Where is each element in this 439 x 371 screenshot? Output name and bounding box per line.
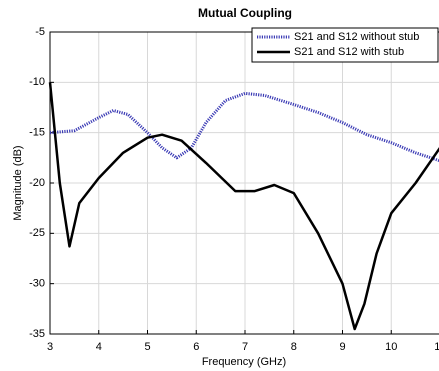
x-axis-label: Frequency (GHz) (202, 356, 286, 368)
legend-label: S21 and S12 without stub (294, 31, 419, 43)
x-tick-label: 6 (193, 341, 199, 353)
y-tick-label: -30 (29, 278, 45, 290)
y-tick-label: -15 (29, 127, 45, 139)
y-tick-label: -20 (29, 177, 45, 189)
y-tick-label: -35 (29, 328, 45, 340)
chart-title: Mutual Coupling (198, 6, 292, 20)
y-tick-label: -10 (29, 76, 45, 88)
x-tick-label: 7 (242, 341, 248, 353)
x-tick-label: 11 (434, 341, 439, 353)
x-tick-label: 4 (96, 341, 102, 353)
x-tick-label: 10 (385, 341, 397, 353)
series-line (48, 82, 439, 331)
y-tick-label: -25 (29, 227, 45, 239)
x-tick-label: 5 (144, 341, 150, 353)
x-tick-label: 8 (291, 341, 297, 353)
plot-frame (49, 31, 439, 335)
x-tick-label: 3 (47, 341, 53, 353)
legend-label: S21 and S12 with stub (294, 46, 404, 58)
y-tick-label: -5 (35, 26, 45, 38)
x-tick-label: 9 (339, 341, 345, 353)
y-axis-label: Magnitude (dB) (12, 145, 24, 220)
legend-box (251, 27, 439, 63)
